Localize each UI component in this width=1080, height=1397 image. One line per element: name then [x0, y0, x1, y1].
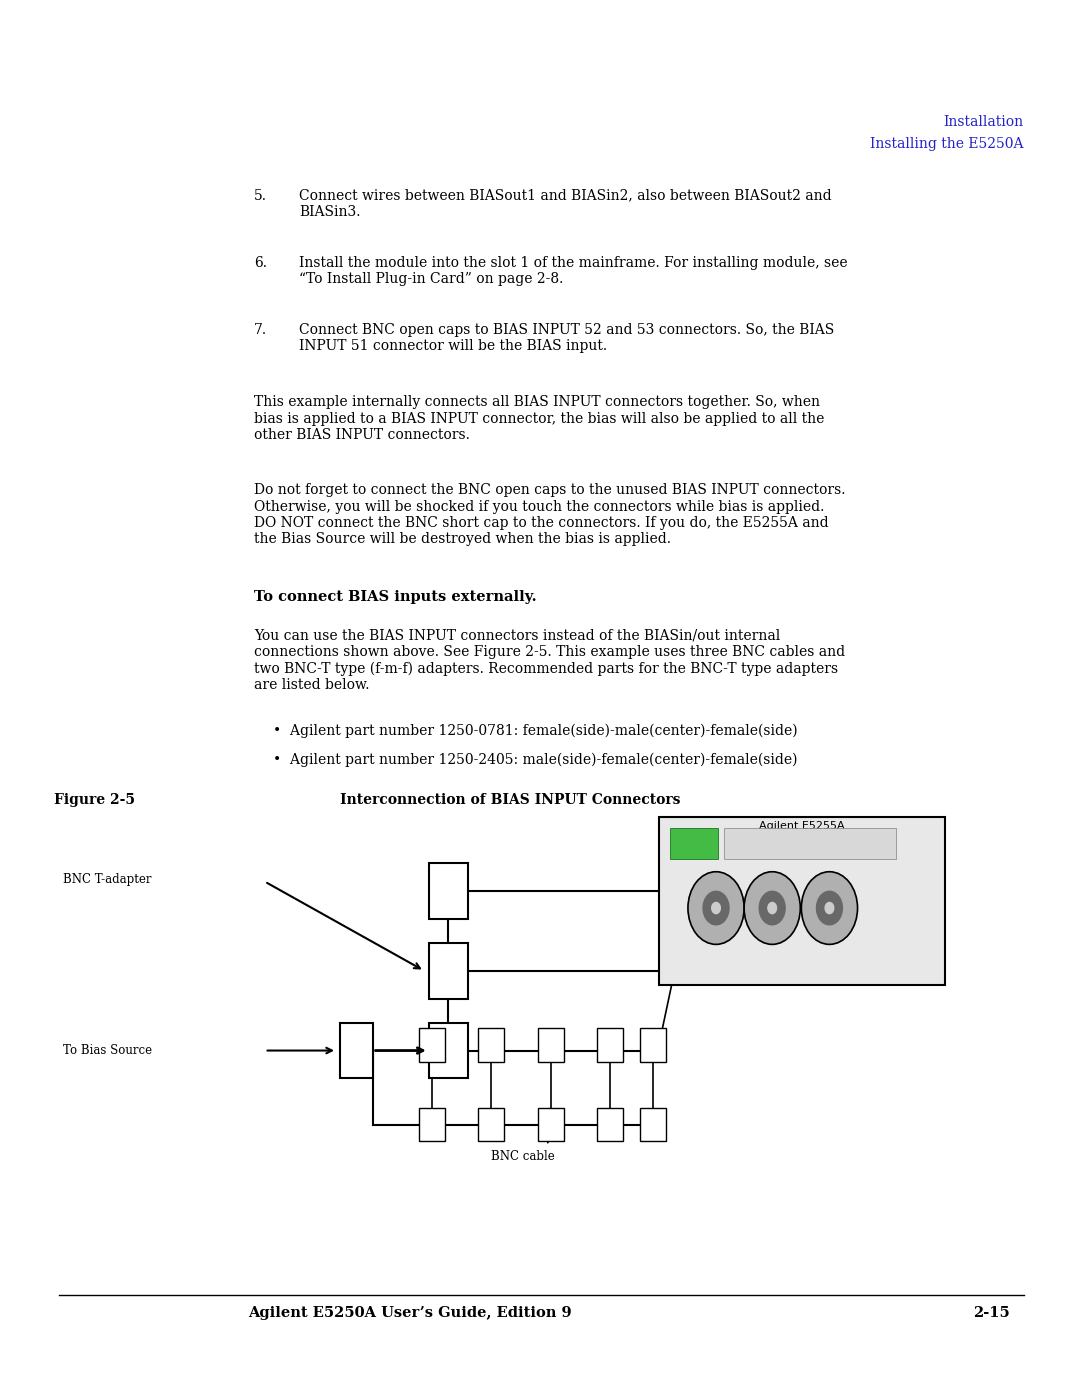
- Text: BNC cable: BNC cable: [491, 1150, 555, 1162]
- Text: Installation: Installation: [944, 115, 1024, 129]
- Bar: [429, 863, 468, 919]
- Bar: [597, 1108, 623, 1141]
- Bar: [640, 1028, 666, 1062]
- Circle shape: [825, 902, 834, 914]
- Bar: [640, 1108, 666, 1141]
- Text: BNC T-adapter: BNC T-adapter: [63, 873, 151, 886]
- Bar: [429, 943, 468, 999]
- Text: Connect wires between BIASout1 and BIASin2, also between BIASout2 and
BIASin3.: Connect wires between BIASout1 and BIASi…: [299, 189, 832, 219]
- Text: Installing the E5250A: Installing the E5250A: [870, 137, 1024, 151]
- Text: Install the module into the slot 1 of the mainframe. For installing module, see
: Install the module into the slot 1 of th…: [299, 256, 848, 286]
- Bar: [429, 1023, 468, 1078]
- Text: This example internally connects all BIAS INPUT connectors together. So, when
bi: This example internally connects all BIA…: [254, 395, 824, 441]
- Circle shape: [759, 891, 785, 925]
- Circle shape: [801, 872, 858, 944]
- Text: •  Agilent part number 1250-2405: male(side)-female(center)-female(side): • Agilent part number 1250-2405: male(si…: [273, 753, 798, 767]
- Text: To connect BIAS inputs externally.: To connect BIAS inputs externally.: [254, 590, 537, 604]
- Text: You can use the BIAS INPUT connectors instead of the BIASin/out internal
connect: You can use the BIAS INPUT connectors in…: [254, 629, 845, 692]
- Text: Agilent E5255A: Agilent E5255A: [759, 821, 845, 831]
- Bar: [419, 1028, 445, 1062]
- Bar: [538, 1108, 564, 1141]
- Text: 5.: 5.: [254, 189, 267, 203]
- Bar: [597, 1028, 623, 1062]
- Circle shape: [768, 902, 777, 914]
- Text: Figure 2-5: Figure 2-5: [54, 793, 135, 807]
- Text: Do not forget to connect the BNC open caps to the unused BIAS INPUT connectors.
: Do not forget to connect the BNC open ca…: [254, 483, 846, 546]
- Bar: [659, 817, 945, 985]
- Circle shape: [816, 891, 842, 925]
- Text: Agilent E5250A User’s Guide, Edition 9: Agilent E5250A User’s Guide, Edition 9: [248, 1306, 572, 1320]
- Text: Interconnection of BIAS INPUT Connectors: Interconnection of BIAS INPUT Connectors: [340, 793, 680, 807]
- Circle shape: [744, 872, 800, 944]
- Text: 7.: 7.: [254, 323, 267, 337]
- Bar: [478, 1028, 504, 1062]
- Text: Connect BNC open caps to BIAS INPUT 52 and 53 connectors. So, the BIAS
INPUT 51 : Connect BNC open caps to BIAS INPUT 52 a…: [299, 323, 835, 353]
- Text: 2-15: 2-15: [973, 1306, 1010, 1320]
- Bar: [478, 1108, 504, 1141]
- Circle shape: [688, 872, 744, 944]
- Text: To Bias Source: To Bias Source: [63, 1044, 152, 1056]
- Text: •  Agilent part number 1250-0781: female(side)-male(center)-female(side): • Agilent part number 1250-0781: female(…: [273, 724, 798, 738]
- Bar: [538, 1028, 564, 1062]
- Bar: [670, 828, 718, 859]
- Bar: [340, 1023, 373, 1078]
- Circle shape: [712, 902, 720, 914]
- Circle shape: [703, 891, 729, 925]
- Bar: [419, 1108, 445, 1141]
- Text: 6.: 6.: [254, 256, 267, 270]
- Bar: [724, 828, 896, 859]
